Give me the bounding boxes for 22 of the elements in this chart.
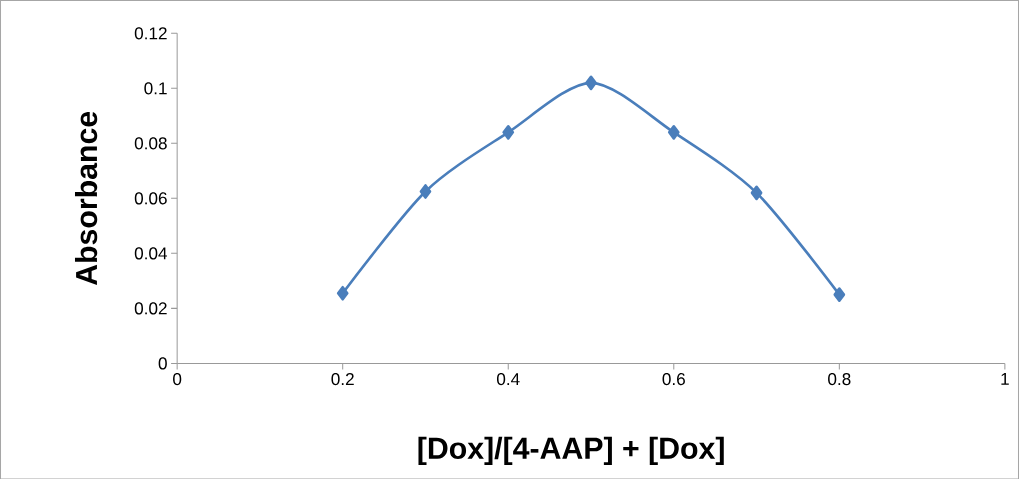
y-axis-title: Absorbance: [74, 111, 98, 285]
x-tick-label: 1: [1001, 372, 1009, 385]
y-tick-label: 0.1: [144, 82, 167, 95]
x-tick-label: 0.4: [496, 372, 520, 385]
point: [336, 285, 349, 301]
y-tick-label: 0: [158, 357, 167, 370]
x-tick-label: 0.8: [828, 372, 851, 385]
point: [419, 183, 432, 199]
point: [833, 287, 846, 302]
x-tick-label: 0.2: [331, 372, 354, 385]
y-tick-label: 0.02: [134, 302, 167, 315]
x-tick-label: 0: [173, 372, 182, 385]
x-axis-title: [Dox]/[4-AAP] + [Dox]: [418, 436, 724, 465]
y-tick-label: 0.04: [134, 247, 168, 260]
y-tick-label: 0.12: [134, 27, 167, 40]
x-tick-label: 0.6: [662, 372, 685, 385]
y-tick-label: 0.08: [134, 137, 167, 150]
point: [585, 75, 597, 90]
point: [750, 185, 763, 200]
y-tick-label: 0.06: [134, 192, 167, 205]
point: [502, 124, 515, 140]
point: [667, 124, 680, 140]
